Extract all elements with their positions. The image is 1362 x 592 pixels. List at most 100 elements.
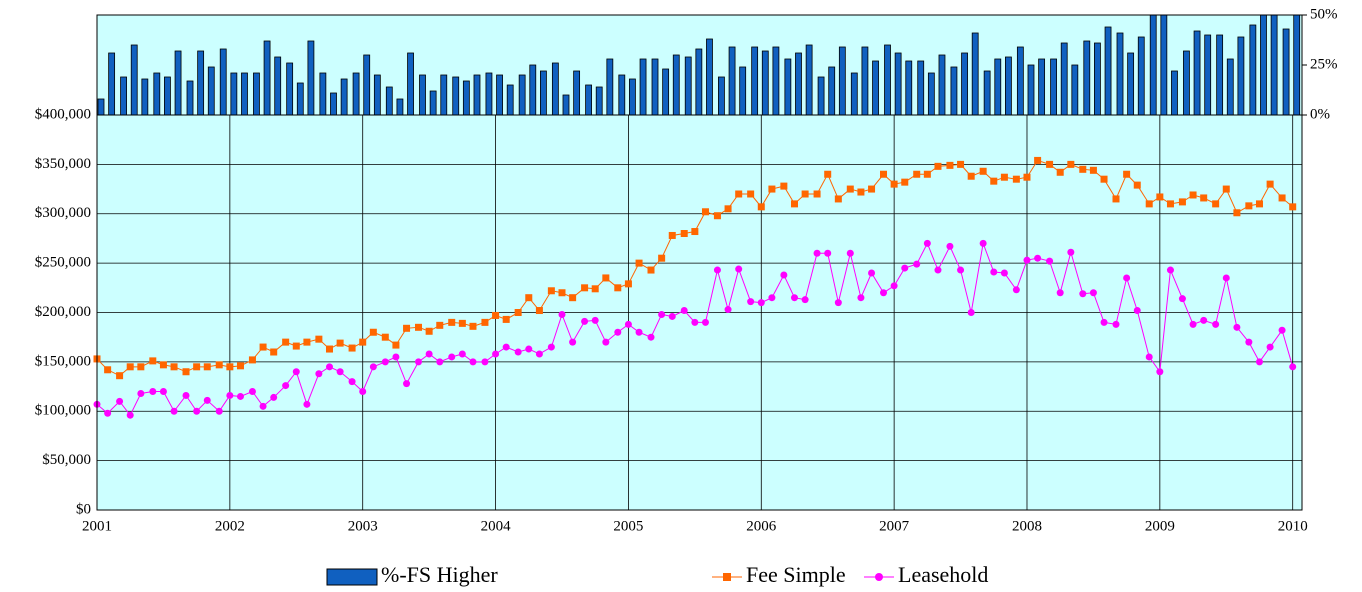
bar bbox=[1083, 40, 1091, 116]
point bbox=[647, 266, 655, 274]
bar bbox=[784, 58, 792, 116]
point bbox=[1079, 290, 1087, 298]
point bbox=[757, 299, 765, 307]
point bbox=[392, 353, 400, 361]
point bbox=[647, 333, 655, 341]
bar bbox=[130, 44, 138, 116]
bar bbox=[1249, 24, 1257, 116]
point bbox=[957, 160, 965, 168]
bar bbox=[1149, 14, 1157, 116]
point bbox=[425, 327, 433, 335]
point bbox=[292, 342, 300, 350]
point bbox=[1255, 358, 1263, 366]
bar bbox=[629, 78, 636, 116]
point bbox=[369, 363, 377, 371]
point bbox=[1222, 185, 1230, 193]
point bbox=[292, 368, 300, 376]
point bbox=[668, 231, 676, 239]
point bbox=[857, 294, 865, 302]
bar bbox=[595, 86, 603, 116]
point bbox=[525, 294, 533, 302]
point bbox=[990, 268, 998, 276]
bar bbox=[164, 76, 171, 116]
point bbox=[1112, 320, 1120, 328]
point bbox=[768, 185, 776, 193]
point bbox=[581, 317, 589, 325]
point bbox=[369, 328, 377, 336]
point bbox=[1012, 175, 1020, 183]
x-tick-label: 2007 bbox=[879, 518, 910, 534]
y-tick-label: $400,000 bbox=[35, 106, 91, 122]
bar bbox=[838, 46, 846, 116]
point bbox=[1222, 274, 1230, 282]
point bbox=[104, 366, 112, 374]
bar bbox=[1005, 56, 1012, 116]
point bbox=[768, 294, 776, 302]
bar bbox=[1137, 36, 1145, 116]
point bbox=[359, 338, 367, 346]
point bbox=[159, 361, 167, 369]
bar bbox=[141, 78, 149, 116]
bar bbox=[805, 44, 813, 116]
bar bbox=[684, 56, 692, 116]
point bbox=[558, 310, 566, 318]
point bbox=[1255, 200, 1263, 208]
point bbox=[1067, 248, 1075, 256]
point bbox=[979, 239, 987, 247]
point bbox=[149, 357, 157, 365]
point bbox=[680, 307, 688, 315]
point bbox=[359, 388, 367, 395]
bar bbox=[1071, 64, 1079, 116]
bar bbox=[253, 72, 260, 116]
point bbox=[1233, 209, 1241, 217]
point bbox=[691, 228, 699, 236]
x-tick-label: 2010 bbox=[1278, 518, 1308, 534]
bar bbox=[307, 40, 315, 116]
y-tick-label: $0 bbox=[76, 501, 91, 517]
point bbox=[226, 363, 234, 371]
point bbox=[934, 162, 942, 170]
point bbox=[248, 388, 256, 395]
point bbox=[415, 323, 423, 331]
bar bbox=[120, 76, 127, 116]
bar bbox=[817, 76, 825, 116]
bar bbox=[153, 72, 161, 116]
point bbox=[1289, 203, 1297, 211]
point bbox=[813, 249, 821, 257]
point bbox=[990, 177, 998, 185]
point bbox=[757, 203, 765, 211]
point bbox=[913, 260, 921, 268]
point bbox=[403, 324, 411, 332]
point bbox=[469, 358, 477, 366]
bar bbox=[1204, 34, 1212, 116]
point bbox=[1266, 343, 1274, 351]
point bbox=[946, 161, 954, 169]
bar bbox=[905, 60, 913, 116]
bar bbox=[1183, 50, 1190, 116]
point bbox=[558, 289, 566, 297]
point bbox=[336, 368, 344, 376]
point bbox=[691, 318, 699, 326]
x-tick-label: 2006 bbox=[746, 518, 777, 534]
point bbox=[502, 315, 510, 323]
point bbox=[137, 363, 145, 371]
point bbox=[1034, 254, 1042, 262]
point bbox=[923, 170, 931, 178]
point bbox=[126, 411, 134, 419]
point bbox=[834, 195, 842, 203]
point bbox=[1189, 320, 1197, 328]
point bbox=[392, 341, 400, 349]
point bbox=[801, 296, 809, 304]
y-tick-label: $200,000 bbox=[35, 304, 91, 320]
bar bbox=[706, 38, 713, 116]
y-tick-label: $300,000 bbox=[35, 205, 91, 221]
point bbox=[137, 389, 145, 397]
point bbox=[979, 167, 987, 175]
x-tick-label: 2005 bbox=[613, 518, 643, 534]
bar bbox=[1016, 46, 1024, 116]
point bbox=[602, 274, 610, 282]
bar bbox=[485, 72, 493, 116]
point bbox=[591, 316, 599, 324]
point bbox=[348, 344, 356, 352]
point bbox=[502, 343, 510, 351]
